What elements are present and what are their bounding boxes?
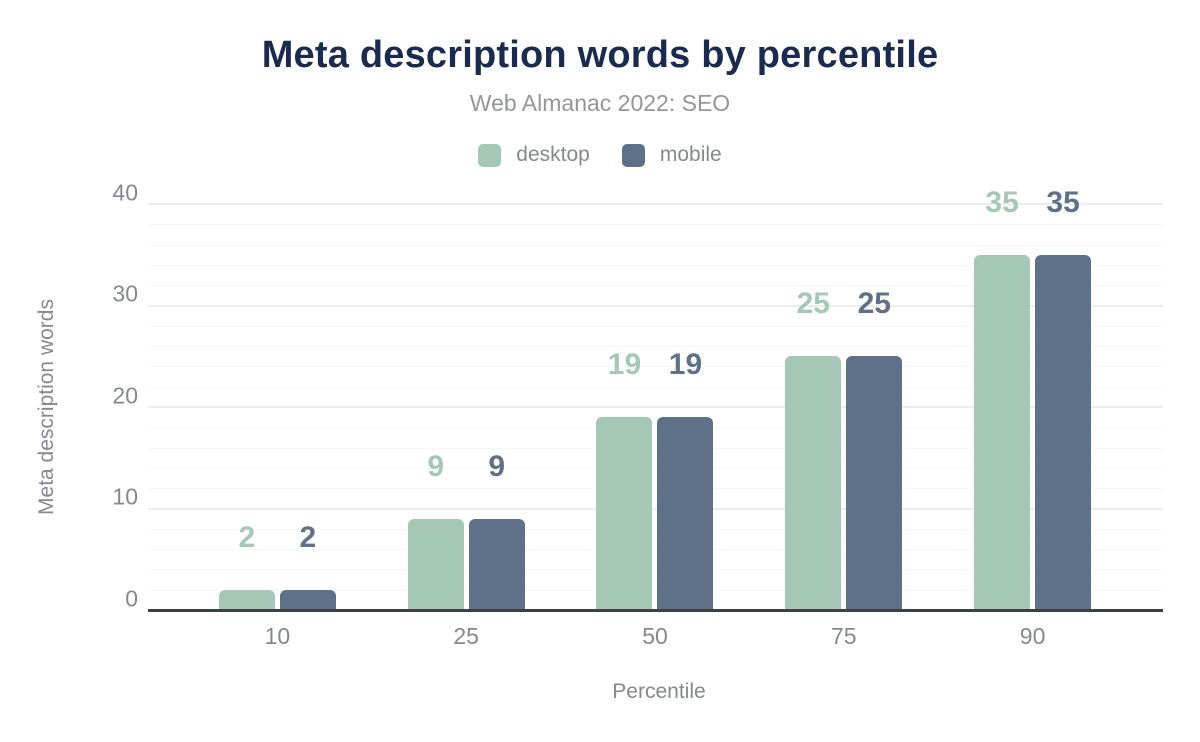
bar-slot: 25 — [785, 289, 842, 610]
gridline-minor — [148, 528, 1163, 530]
gridline-major — [148, 203, 1163, 205]
chart-subtitle: Web Almanac 2022: SEO — [469, 90, 731, 116]
y-tick-label: 10 — [112, 483, 138, 510]
x-axis-line — [148, 609, 1163, 612]
x-axis-title: Percentile — [612, 680, 706, 703]
gridline-minor — [148, 264, 1163, 266]
bar-slot: 2 — [218, 522, 275, 610]
gridline-minor — [148, 346, 1163, 348]
value-label-mobile: 25 — [857, 287, 891, 321]
x-tick-label: 25 — [453, 623, 479, 649]
bar-mobile-p75[interactable] — [846, 356, 903, 610]
gridline-minor — [148, 549, 1163, 551]
bar-slot: 9 — [468, 451, 525, 610]
bar-group-10: 2 2 10 — [183, 204, 372, 649]
bar-desktop-p50[interactable] — [596, 417, 653, 610]
legend-item-mobile[interactable]: mobile — [621, 143, 722, 167]
value-label-mobile: 19 — [668, 348, 703, 382]
bar-mobile-p50[interactable] — [657, 417, 714, 610]
value-label-desktop: 35 — [985, 185, 1019, 219]
bar-slot: 25 — [846, 289, 903, 610]
y-tick-label: 0 — [125, 585, 138, 611]
gridline-minor — [148, 325, 1163, 327]
bar-slot: 9 — [407, 451, 464, 610]
legend-label: mobile — [659, 143, 722, 166]
gridline-minor — [148, 467, 1163, 469]
bar-slot: 19 — [596, 350, 653, 610]
gridline-major — [148, 507, 1163, 510]
bar-groups: 2 2 10 9 9 25 19 19 50 25 25 75 35 35 90 — [155, 187, 1163, 649]
bar-desktop-p75[interactable] — [785, 356, 842, 610]
legend-swatch-mobile — [621, 143, 645, 167]
bar-desktop-p10[interactable] — [218, 589, 275, 610]
x-tick-label: 90 — [1019, 623, 1046, 649]
gridline-minor — [148, 569, 1163, 571]
bar-slot: 2 — [279, 522, 336, 610]
legend-swatch-desktop — [478, 143, 502, 167]
bar-mobile-p25[interactable] — [468, 518, 525, 610]
y-tick-label: 20 — [112, 382, 138, 408]
plot-area: 0 10 20 30 40 2 2 10 9 9 25 19 19 50 25 25 75 35 35 90 — [112, 181, 1163, 649]
x-tick-label: 50 — [642, 623, 668, 649]
gridline-minor — [148, 285, 1163, 287]
bar-group-75: 25 25 75 — [749, 204, 938, 649]
gridline-minor — [148, 386, 1163, 388]
gridline-major — [148, 304, 1163, 307]
bar-desktop-p25[interactable] — [407, 518, 464, 610]
y-axis-title: Meta description words — [35, 299, 58, 515]
bar-slot: 35 — [1035, 187, 1092, 610]
bar-pair: 25 25 — [749, 289, 938, 610]
y-tick-label: 40 — [112, 179, 138, 205]
x-tick-label: 10 — [264, 623, 291, 649]
value-label-desktop: 2 — [238, 520, 256, 554]
y-tick-label: 30 — [112, 280, 138, 307]
bar-pair: 35 35 — [938, 187, 1127, 610]
gridline-minor — [148, 447, 1163, 449]
value-label-mobile: 9 — [488, 449, 506, 483]
x-tick-label: 75 — [830, 623, 857, 649]
gridline-minor — [148, 224, 1163, 226]
bar-desktop-p90[interactable] — [974, 254, 1031, 610]
value-label-desktop: 19 — [607, 348, 642, 382]
bar-mobile-p10[interactable] — [279, 589, 336, 610]
gridline-major — [148, 406, 1163, 408]
value-label-mobile: 35 — [1046, 185, 1080, 219]
gridline-minor — [148, 589, 1163, 591]
value-label-desktop: 25 — [796, 287, 830, 321]
bar-slot: 35 — [974, 187, 1031, 610]
bar-slot: 19 — [657, 350, 714, 610]
value-label-mobile: 2 — [299, 520, 317, 554]
chart-title: Meta description words by percentile — [261, 34, 939, 76]
gridline-minor — [148, 427, 1163, 429]
gridline-minor — [148, 366, 1163, 368]
legend-item-desktop[interactable]: desktop — [478, 143, 590, 167]
gridline-minor — [148, 488, 1163, 490]
bar-group-25: 9 9 25 — [372, 204, 561, 649]
bar-group-90: 35 35 90 — [938, 187, 1127, 649]
bar-mobile-p90[interactable] — [1035, 254, 1092, 610]
bar-group-50: 19 19 50 — [561, 204, 750, 649]
bar-pair: 19 19 — [561, 350, 750, 610]
legend: desktop mobile — [0, 143, 1200, 167]
gridline-minor — [148, 244, 1163, 246]
value-label-desktop: 9 — [427, 449, 445, 483]
legend-label: desktop — [516, 143, 590, 166]
